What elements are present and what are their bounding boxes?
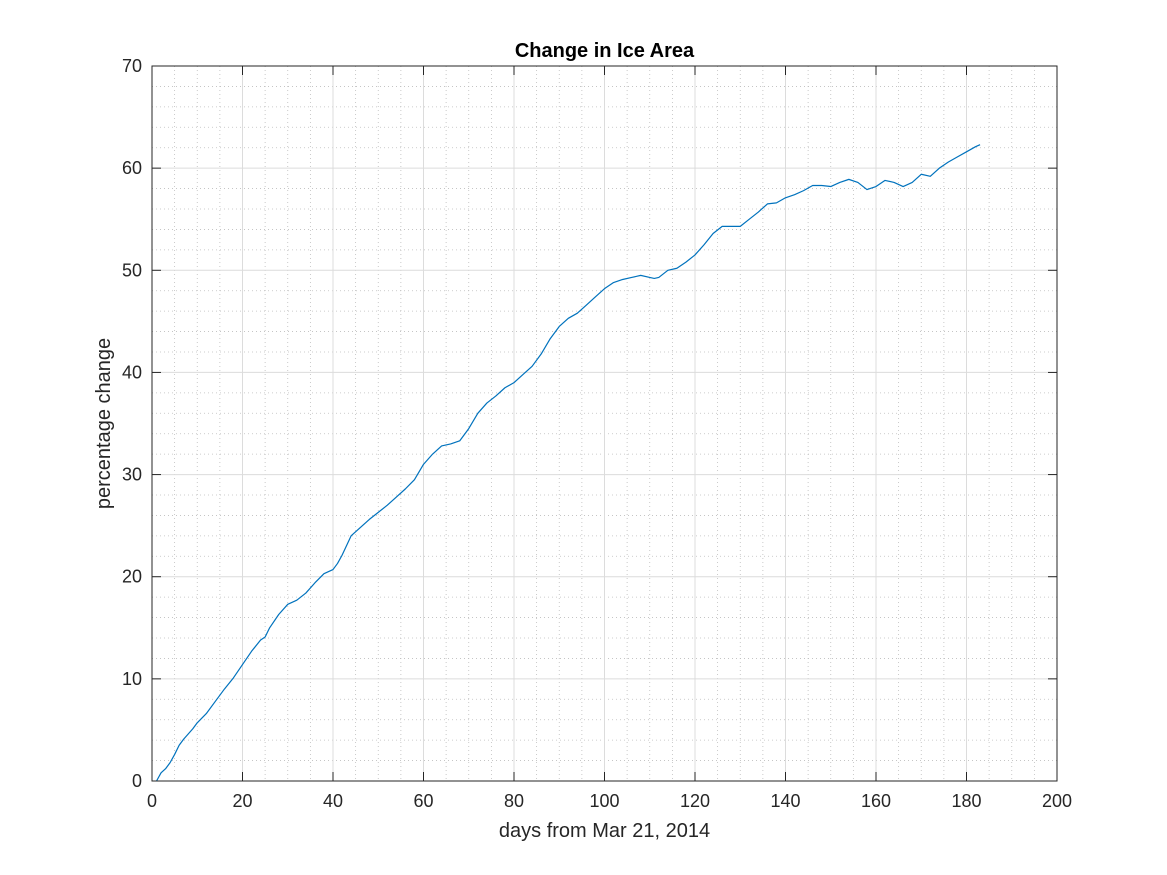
y-tick-label: 0: [132, 771, 142, 791]
x-tick-label: 180: [951, 791, 981, 811]
x-tick-label: 40: [323, 791, 343, 811]
y-tick-label: 70: [122, 56, 142, 76]
y-tick-labels: 0 10 20 30 40 50 60 70: [122, 56, 142, 791]
x-tick-label: 60: [413, 791, 433, 811]
x-tick-label: 100: [589, 791, 619, 811]
x-tick-label: 80: [504, 791, 524, 811]
tick-marks: [151, 65, 1058, 782]
x-tick-label: 200: [1042, 791, 1072, 811]
y-axis-label: percentage change: [93, 338, 115, 509]
y-tick-label: 30: [122, 465, 142, 485]
x-tick-labels: 0 20 40 60 80 100 120 140 160 180 200: [147, 791, 1072, 811]
y-tick-label: 60: [122, 158, 142, 178]
y-tick-label: 10: [122, 669, 142, 689]
series-line: [156, 144, 981, 782]
y-tick-label: 50: [122, 260, 142, 280]
x-tick-label: 120: [680, 791, 710, 811]
chart-title: Change in Ice Area: [515, 40, 695, 62]
y-tick-label: 20: [122, 567, 142, 587]
series-layer: [156, 144, 981, 782]
x-tick-label: 0: [147, 791, 157, 811]
y-tick-label: 40: [122, 362, 142, 382]
x-tick-label: 140: [770, 791, 800, 811]
x-tick-label: 160: [861, 791, 891, 811]
x-tick-label: 20: [232, 791, 252, 811]
x-axis-label: days from Mar 21, 2014: [499, 820, 710, 842]
